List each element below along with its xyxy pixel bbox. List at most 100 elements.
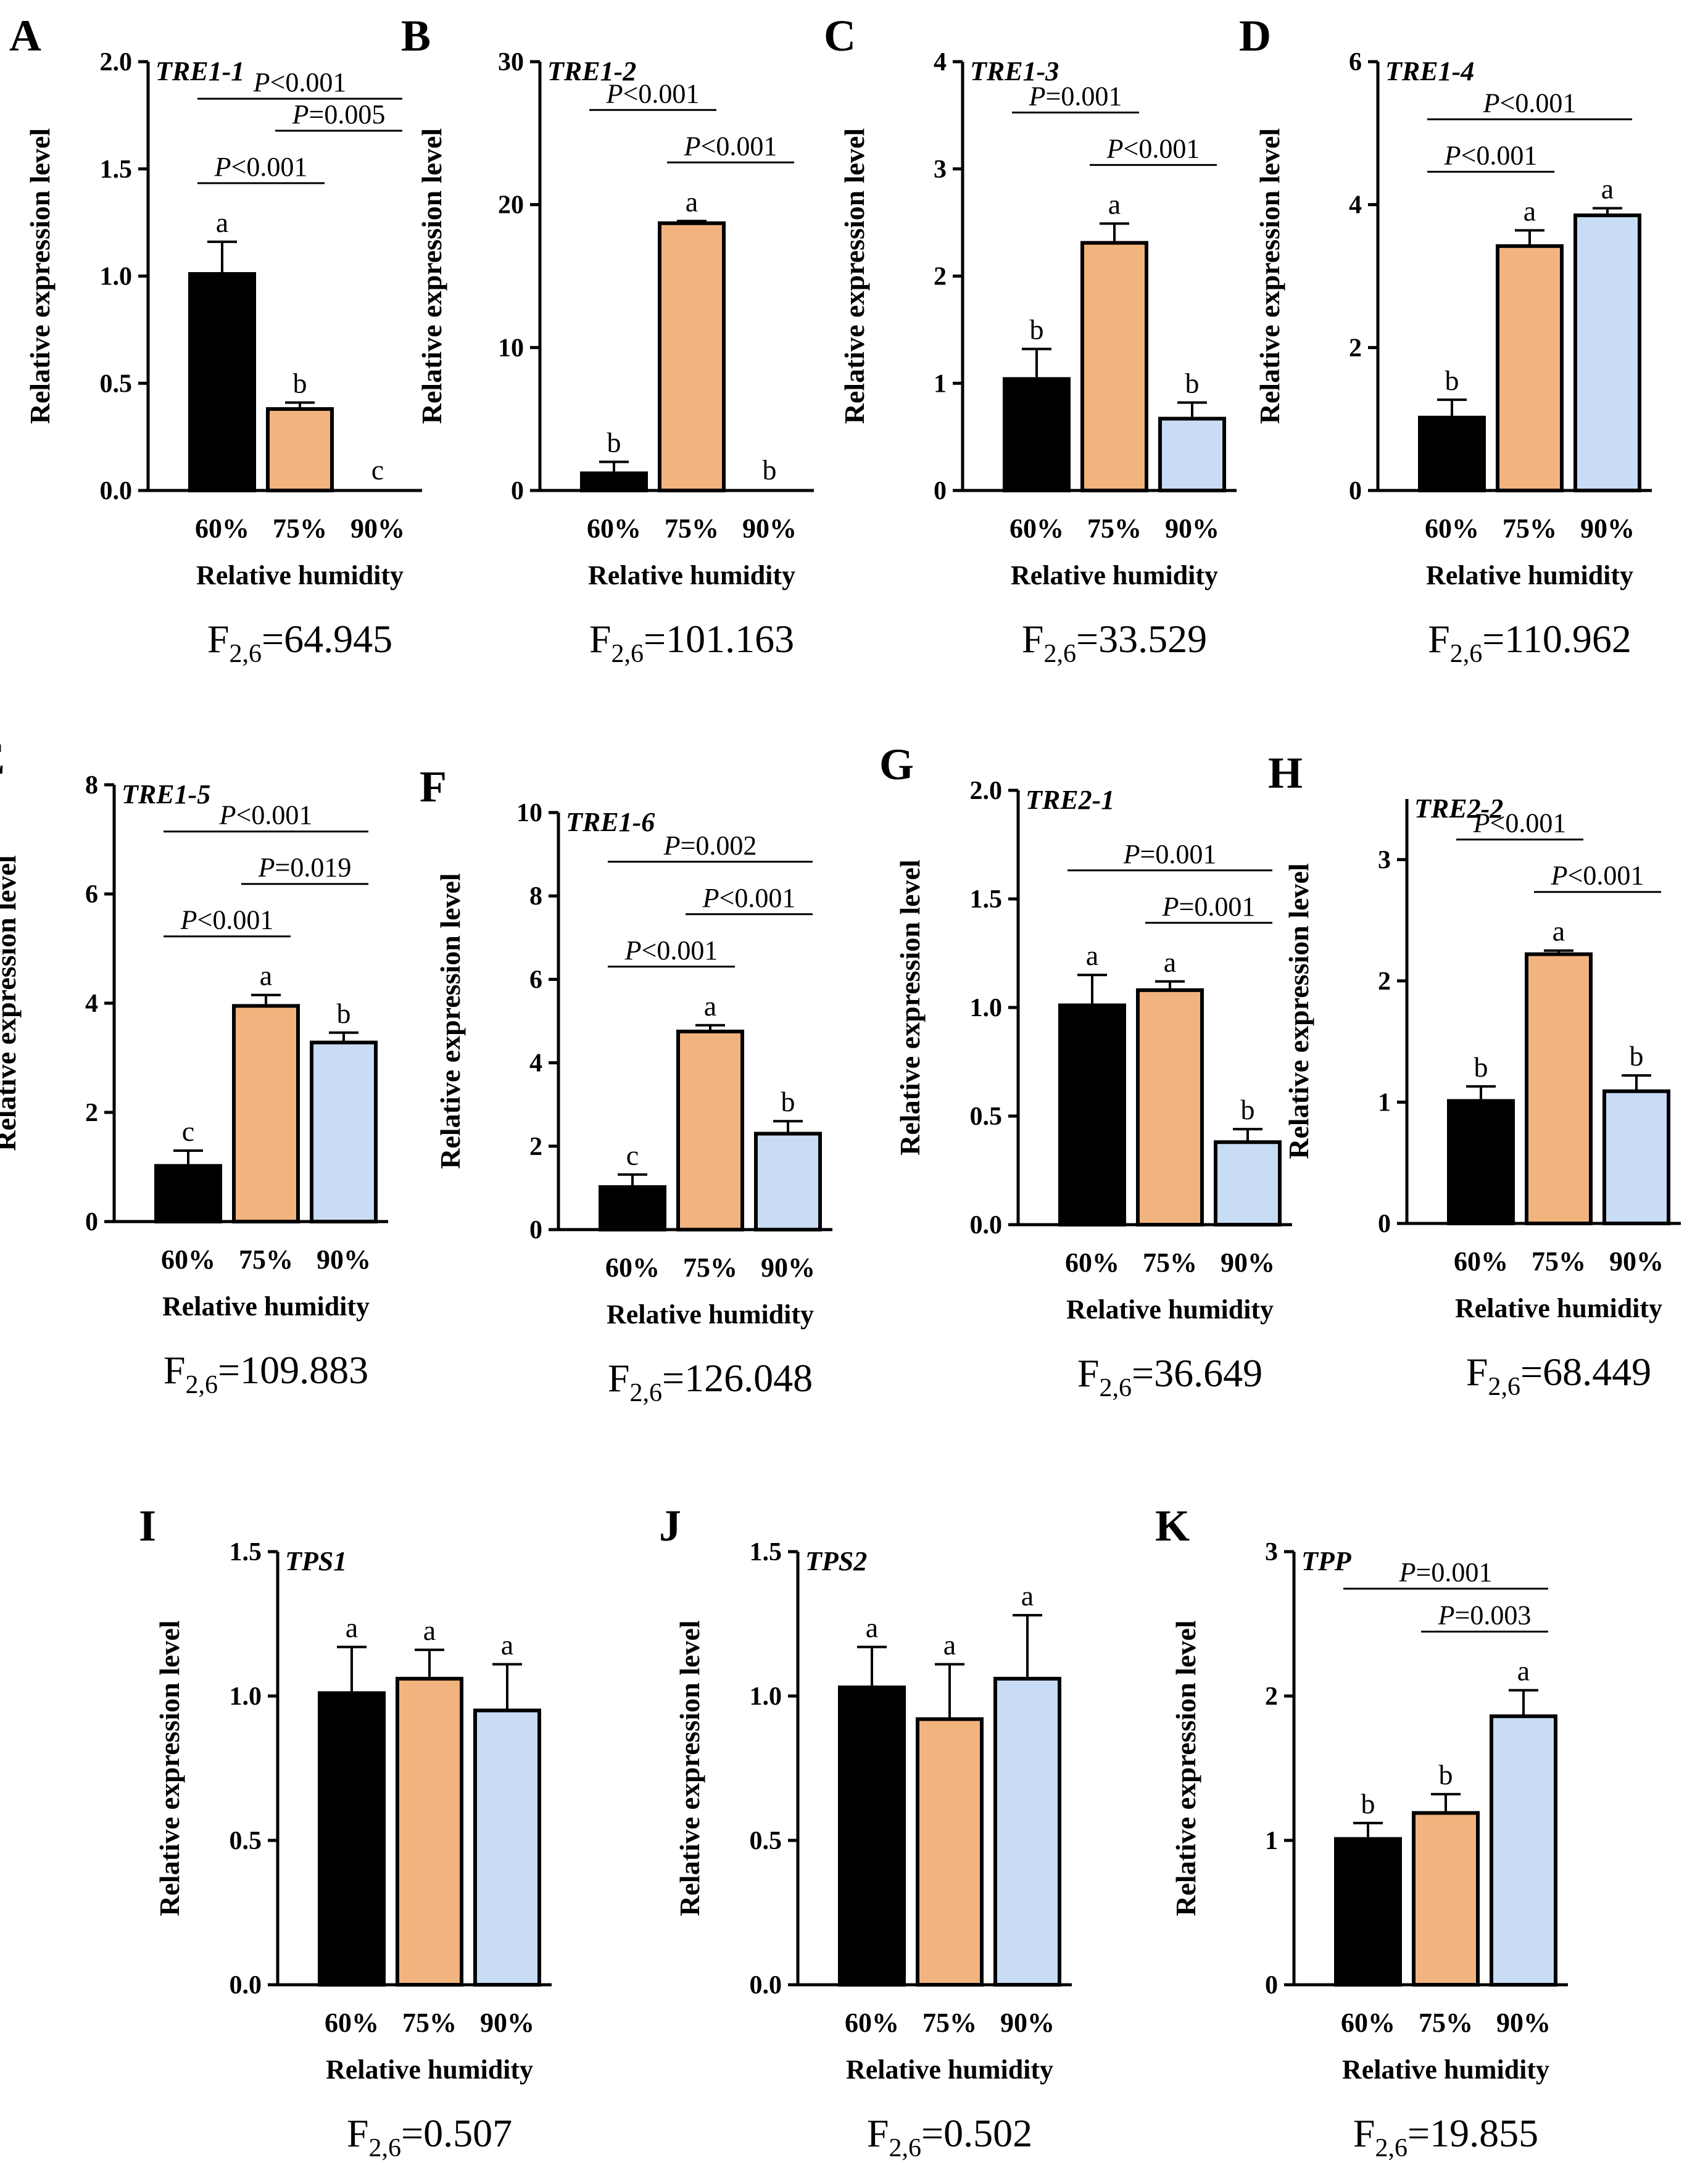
significance-letter: a [1524,195,1536,226]
significance-letter: a [866,1612,878,1643]
y-tick-label: 1.5 [970,885,1003,914]
significance-letter: a [1601,173,1614,204]
y-axis-label: Relative expression level [674,1620,705,1916]
significance-letter: b [293,368,307,399]
significance-letter: a [704,990,716,1022]
significance-letter: a [1021,1580,1034,1612]
bar-60pct [1418,415,1486,492]
f-statistic: F2,6=68.449 [1466,1350,1651,1401]
bar-75pct [396,1676,463,1987]
p-value-label: P<0.001 [1444,140,1538,170]
x-tick-label: 60% [1425,513,1479,544]
bar-90pct [473,1708,541,1987]
y-axis-label: Relative expression level [1170,1620,1201,1916]
panel-c: C TRE1-3 0 1 2 3 4 Relative expression level b 60… [824,11,1237,668]
x-tick-label: 60% [161,1244,215,1275]
p-value-label: P<0.001 [253,67,347,97]
x-tick-label: 75% [402,2008,457,2038]
y-tick-label: 1.5 [100,155,133,184]
gene-title: TRE1-3 [970,56,1059,86]
y-tick-label: 4 [529,1049,542,1078]
y-tick-label: 2.0 [100,48,133,77]
y-tick-label: 0.5 [230,1827,262,1855]
y-tick-label: 6 [529,966,542,994]
gene-title: TRE1-6 [566,807,655,837]
significance-letter: b [1445,365,1459,396]
y-axis-label: Relative expression level [154,1620,185,1916]
p-value-label: P<0.001 [606,78,700,109]
y-tick-label: 1.0 [230,1682,262,1711]
y-tick-label: 4 [1349,191,1362,220]
gene-title: TRE1-4 [1385,56,1474,86]
panel-letter: G [879,740,914,789]
panel-g: G TRE2-1 0.0 0.5 1.0 1.5 2.0 Relative expressio… [879,740,1292,1402]
bar-75pct [676,1029,744,1232]
f-statistic: F2,6=109.883 [164,1348,368,1399]
y-tick-label: 1 [934,370,947,398]
significance-letter: c [626,1140,639,1171]
panel-e: E TRE1-5 0 2 4 6 8 Relative expression level c 60… [0,734,388,1399]
bar-60pct [318,1691,386,1987]
y-tick-label: 1.0 [970,994,1003,1022]
f-statistic: F2,6=19.855 [1353,2111,1538,2162]
f-statistic: F2,6=33.529 [1022,617,1207,668]
x-axis-label: Relative humidity [326,2054,533,2085]
y-tick-label: 1 [1265,1827,1278,1855]
bar-75pct [1136,988,1204,1227]
y-tick-label: 2 [1349,334,1362,362]
x-axis-label: Relative humidity [607,1299,814,1330]
p-value-label: P=0.001 [1399,1557,1493,1587]
y-tick-label: 10 [516,799,542,827]
f-statistic: F2,6=126.048 [608,1356,813,1407]
significance-letter: a [501,1629,513,1661]
y-axis-label: Relative expression level [1254,128,1285,424]
significance-letter: a [1553,916,1565,947]
x-axis-label: Relative humidity [162,1291,370,1322]
y-tick-label: 2 [1378,967,1391,996]
p-value-label: P=0.005 [292,99,386,130]
y-tick-label: 1.5 [750,1538,782,1566]
p-value-label: P<0.001 [684,131,777,161]
panel-letter: D [1239,11,1271,60]
x-tick-label: 60% [1065,1247,1119,1278]
y-tick-label: 4 [934,48,947,77]
y-tick-label: 6 [1349,48,1362,77]
y-axis-label: Relative expression level [1283,863,1314,1159]
p-value-label: P=0.001 [1029,81,1122,111]
bar-75pct [1080,241,1148,492]
p-value-label: P<0.001 [214,152,308,182]
bar-75pct [658,221,726,492]
x-axis-label: Relative humidity [196,560,404,590]
gene-title: TPS2 [805,1546,867,1576]
gene-title: TRE1-2 [547,56,636,86]
bar-60pct [1058,1003,1126,1227]
x-tick-label: 60% [587,513,641,544]
y-tick-label: 1.5 [230,1538,262,1566]
x-axis-label: Relative humidity [1011,560,1218,590]
x-tick-label: 60% [1341,2008,1395,2038]
panel-h: H TRE2-2 0 1 2 3 Relative expression level b 60%… [1268,748,1681,1401]
gene-title: TPP [1301,1546,1352,1576]
y-tick-label: 0 [1378,1210,1391,1238]
bar-60pct [188,272,256,492]
f-statistic: F2,6=36.649 [1077,1351,1262,1402]
x-tick-label: 60% [1454,1246,1508,1276]
x-axis-label: Relative humidity [1426,560,1633,590]
x-tick-label: 90% [1000,2008,1055,2038]
significance-letter: b [1630,1040,1644,1072]
y-tick-label: 0.5 [100,370,133,398]
significance-letter: b [1185,368,1200,399]
y-tick-label: 2 [85,1099,98,1127]
significance-letter: b [781,1086,795,1117]
p-value-label: P=0.002 [663,830,757,861]
panel-letter: K [1155,1501,1190,1550]
panel-i: I TPS1 0.0 0.5 1.0 1.5 Relative expression lev… [139,1501,552,2162]
panel-k: K TPP 0 1 2 3 Relative expression level b 60% b 75… [1155,1501,1568,2162]
y-tick-label: 8 [529,882,542,911]
bar-90pct [1602,1089,1670,1226]
y-tick-label: 0 [511,477,524,505]
f-statistic: F2,6=110.962 [1428,617,1631,668]
bar-75pct [1496,244,1564,492]
y-tick-label: 0 [529,1216,542,1244]
